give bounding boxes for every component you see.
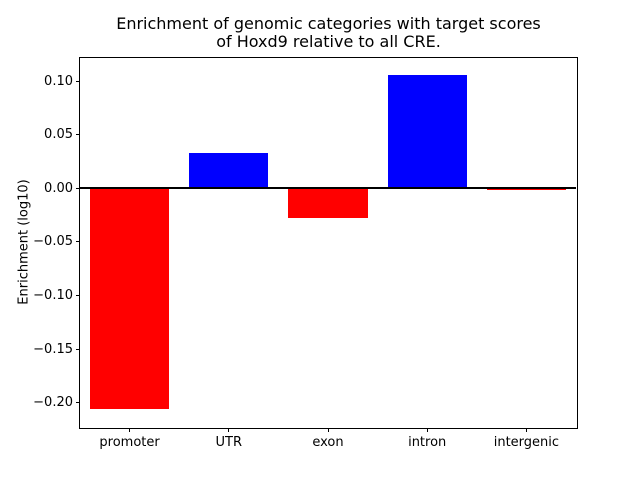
x-tick-label-intron: intron [408, 434, 447, 450]
y-tick-mark [75, 402, 80, 404]
y-tick-label: 0.00 [44, 180, 73, 196]
chart-title: Enrichment of genomic categories with ta… [116, 14, 541, 51]
y-tick-mark [75, 295, 80, 297]
bar-promoter [89, 188, 170, 410]
x-tick-mark [426, 427, 428, 432]
bar-exon [288, 188, 368, 219]
y-tick-mark [75, 187, 80, 189]
x-tick-mark [327, 427, 329, 432]
y-tick-mark [75, 241, 80, 243]
y-tick-label: −0.15 [33, 341, 73, 357]
zero-line [80, 187, 576, 190]
y-tick-mark [75, 134, 80, 136]
x-tick-label-promoter: promoter [99, 434, 160, 450]
x-tick-mark [525, 427, 527, 432]
x-tick-label-UTR: UTR [215, 434, 243, 450]
y-tick-label: 0.10 [44, 73, 73, 89]
x-tick-mark [129, 427, 131, 432]
y-tick-label: −0.10 [33, 288, 73, 304]
bar-intergenic [486, 188, 567, 191]
y-tick-mark [75, 80, 80, 82]
y-tick-mark [75, 348, 80, 350]
bar-UTR [189, 152, 269, 189]
y-tick-label: −0.20 [33, 395, 73, 411]
x-tick-mark [228, 427, 230, 432]
bar-intron [387, 74, 467, 189]
x-tick-label-intergenic: intergenic [493, 434, 560, 450]
x-tick-label-exon: exon [312, 434, 344, 450]
y-tick-label: −0.05 [33, 234, 73, 250]
y-tick-label: 0.05 [44, 127, 73, 143]
